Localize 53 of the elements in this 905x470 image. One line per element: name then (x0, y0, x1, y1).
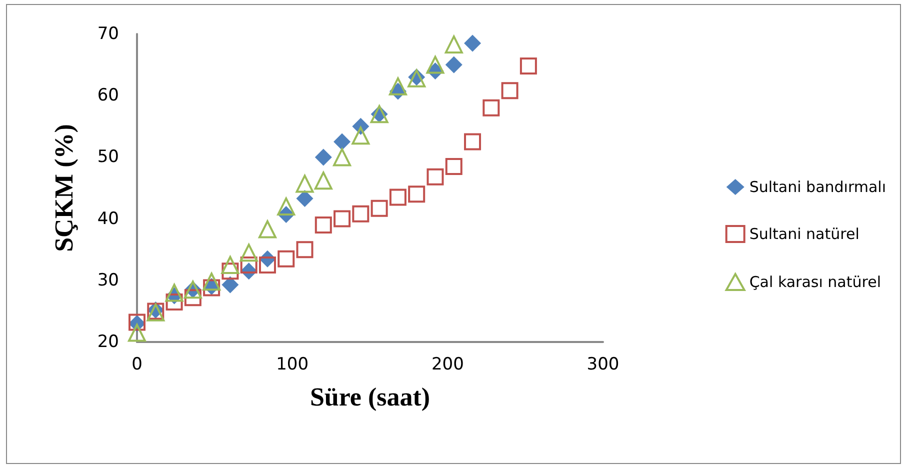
y-tick-label: 50 (97, 147, 119, 168)
point (426, 56, 444, 74)
x-tick-label: 0 (132, 354, 142, 374)
x-tick-label: 100 (276, 354, 309, 374)
point (296, 241, 314, 258)
x-tick-label: 200 (431, 354, 464, 374)
legend-label: Çal karası natürel (749, 273, 881, 291)
point (352, 205, 370, 222)
point (370, 200, 388, 217)
point (445, 56, 462, 74)
point (352, 126, 370, 145)
point (408, 186, 426, 203)
point (501, 82, 518, 100)
y-tick-label: 70 (97, 24, 119, 44)
point (389, 188, 406, 206)
point (520, 58, 537, 75)
point (277, 197, 296, 216)
point (388, 77, 407, 96)
point (202, 272, 221, 291)
point (426, 168, 444, 186)
x-axis-title: Süre (saat) (310, 382, 430, 412)
point (165, 284, 184, 302)
point (221, 256, 240, 274)
point (166, 293, 183, 310)
point (482, 99, 500, 116)
y-axis-title: SÇKM (%) (50, 124, 78, 252)
point (464, 133, 482, 150)
point (314, 216, 332, 234)
y-tick-label: 60 (97, 86, 119, 106)
point (240, 244, 258, 262)
point (333, 148, 352, 166)
point (314, 172, 332, 190)
point (296, 174, 314, 193)
point (128, 324, 146, 342)
point (222, 262, 239, 280)
point (314, 148, 332, 166)
point (334, 133, 351, 150)
x-tick-label: 300 (586, 354, 620, 374)
point (444, 35, 463, 54)
point (278, 250, 295, 268)
legend-label: Sultani bandırmalı (749, 178, 886, 196)
point (445, 158, 462, 175)
y-tick-label: 40 (97, 208, 119, 229)
point (240, 256, 258, 274)
point (334, 210, 351, 228)
point (464, 34, 482, 52)
y-tick-label: 20 (97, 332, 119, 352)
legend-label: Sultani natürel (749, 225, 860, 243)
y-tick-label: 30 (97, 270, 119, 290)
point (258, 256, 276, 274)
point (296, 190, 314, 207)
point (222, 276, 239, 294)
point (258, 220, 276, 238)
